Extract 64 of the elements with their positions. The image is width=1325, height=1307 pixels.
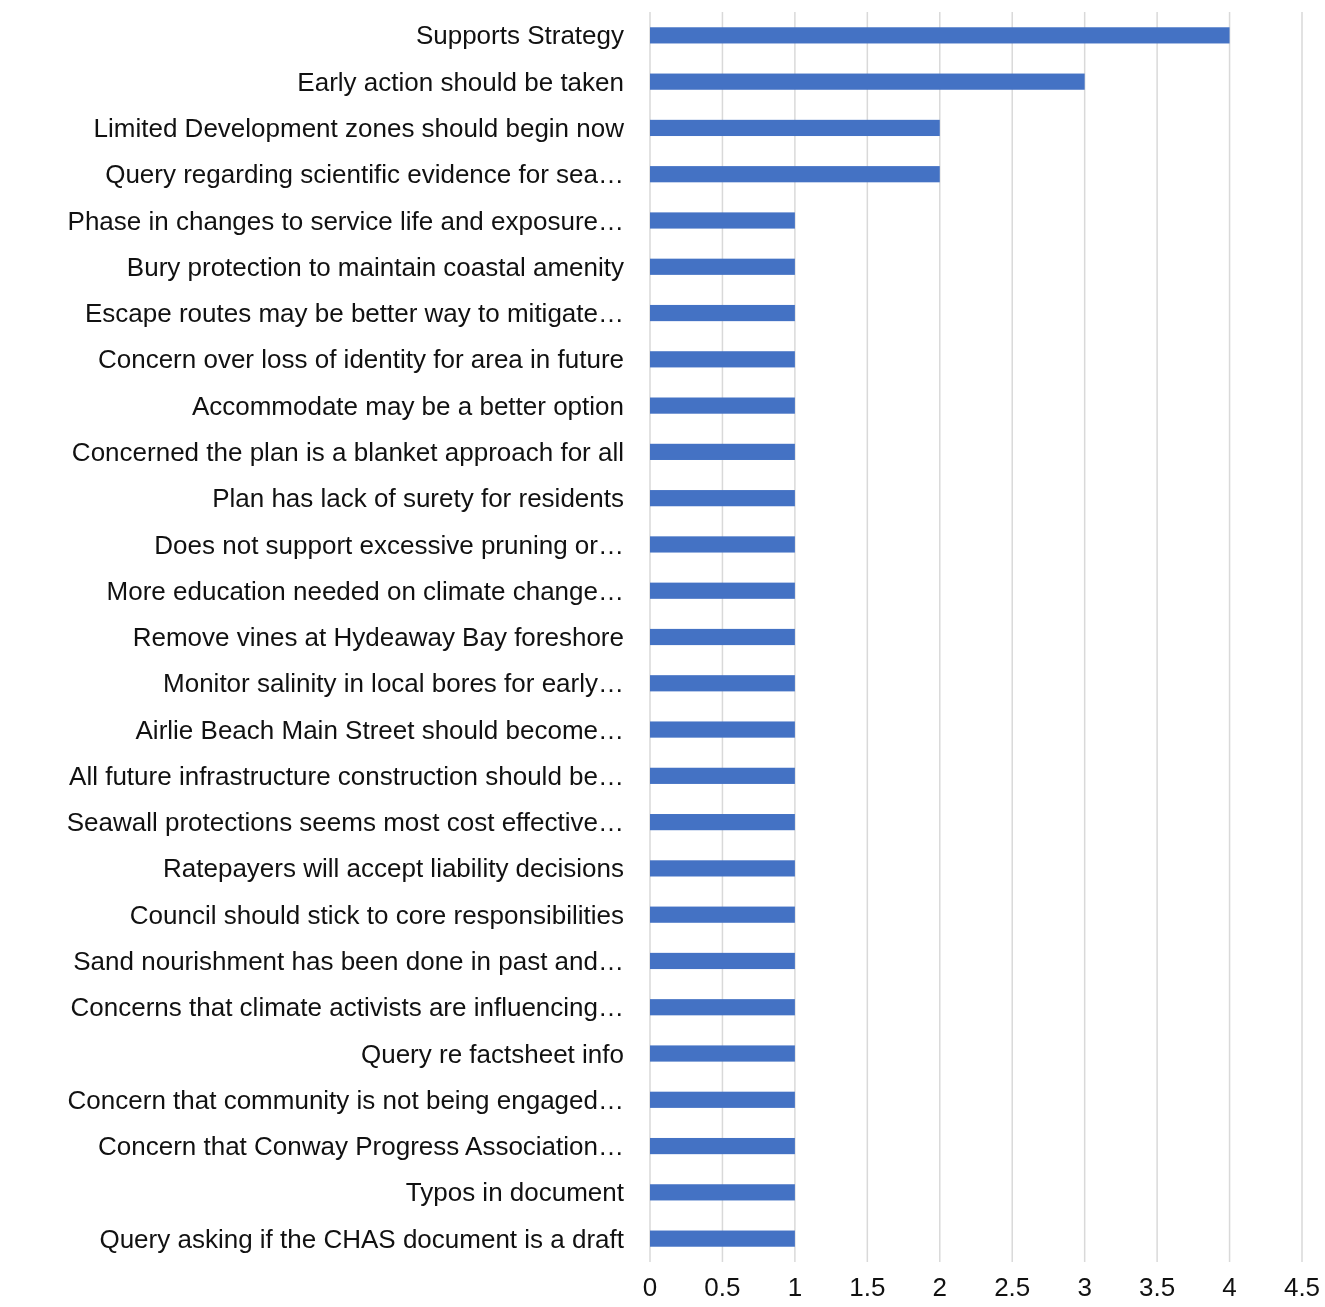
x-tick-label: 3	[1077, 1272, 1092, 1302]
x-tick-label: 4.5	[1283, 1272, 1321, 1302]
y-tick-label: Phase in changes to service life and exposure…	[67, 205, 624, 236]
bar	[650, 304, 795, 322]
bar	[650, 1045, 795, 1062]
x-tick-label: 3.5	[1139, 1272, 1176, 1302]
x-tick-label: 2.5	[994, 1272, 1031, 1302]
y-tick-label: Seawall protections seems most cost effective…	[66, 807, 624, 838]
x-tick-label: 2	[932, 1272, 948, 1302]
x-tick-label: 1	[787, 1272, 803, 1302]
bar	[650, 814, 795, 831]
bar	[650, 582, 795, 599]
y-tick-label: Does not support excessive pruning or…	[154, 529, 624, 560]
bar	[650, 952, 795, 970]
y-tick-label: Limited Development zones should begin now	[93, 113, 625, 144]
y-tick-label: Concern that community is not being engaged…	[67, 1084, 624, 1115]
bar	[650, 27, 1230, 44]
bar	[650, 397, 795, 414]
bar	[650, 721, 795, 738]
y-tick-label: Accommodate may be a better option	[191, 390, 624, 421]
bar	[650, 258, 795, 275]
bar	[650, 628, 795, 646]
bar	[650, 490, 795, 507]
x-tick-label: 1.5	[849, 1272, 886, 1302]
bar	[650, 1184, 795, 1201]
y-tick-label: Query regarding scientific evidence for sea…	[105, 159, 624, 190]
y-tick-label: Concern that Conway Progress Association…	[97, 1131, 624, 1162]
y-tick-label: Monitor salinity in local bores for early…	[163, 668, 624, 699]
y-tick-label: Query re factsheet info	[360, 1038, 624, 1069]
bar	[650, 1230, 795, 1247]
y-tick-label: Escape routes may be better way to mitigate…	[84, 298, 624, 329]
bar	[650, 119, 940, 137]
y-tick-label: Ratepayers will accept liability decisions	[163, 853, 624, 884]
y-tick-label: More education needed on climate change…	[106, 575, 624, 606]
bar	[650, 906, 795, 923]
x-tick-label: 0.5	[704, 1272, 741, 1302]
bar	[650, 1137, 795, 1155]
bar	[650, 860, 795, 877]
bar	[650, 1091, 795, 1108]
y-tick-label: Bury protection to maintain coastal amenity	[126, 251, 624, 282]
bar	[650, 675, 795, 692]
x-tick-label: 0	[642, 1272, 658, 1302]
bar	[650, 166, 940, 183]
bar	[650, 212, 795, 229]
bar	[650, 536, 795, 553]
y-tick-label: Concerned the plan is a blanket approach for all	[71, 436, 624, 467]
x-tick-label: 4	[1222, 1272, 1237, 1302]
bar	[650, 351, 795, 368]
y-tick-label: All future infrastructure construction should be…	[69, 760, 624, 791]
y-tick-label: Concern over loss of identity for area in future	[97, 344, 624, 375]
y-tick-label: Airlie Beach Main Street should become…	[135, 714, 624, 745]
bar	[650, 767, 795, 784]
y-tick-label: Supports Strategy	[415, 20, 624, 51]
y-tick-label: Concerns that climate activists are influencing…	[70, 992, 624, 1023]
y-tick-label: Remove vines at Hydeaway Bay foreshore	[132, 622, 624, 653]
bar	[650, 443, 795, 460]
y-tick-label: Council should stick to core responsibilities	[129, 899, 624, 930]
y-tick-label: Early action should be taken	[297, 66, 624, 97]
y-tick-label: Plan has lack of surety for residents	[212, 483, 624, 514]
y-tick-label: Query asking if the CHAS document is a draft	[99, 1223, 625, 1254]
y-tick-label: Typos in document	[405, 1177, 625, 1208]
bar	[650, 999, 795, 1016]
y-tick-label: Sand nourishment has been done in past and…	[73, 946, 624, 977]
bar	[650, 73, 1085, 90]
